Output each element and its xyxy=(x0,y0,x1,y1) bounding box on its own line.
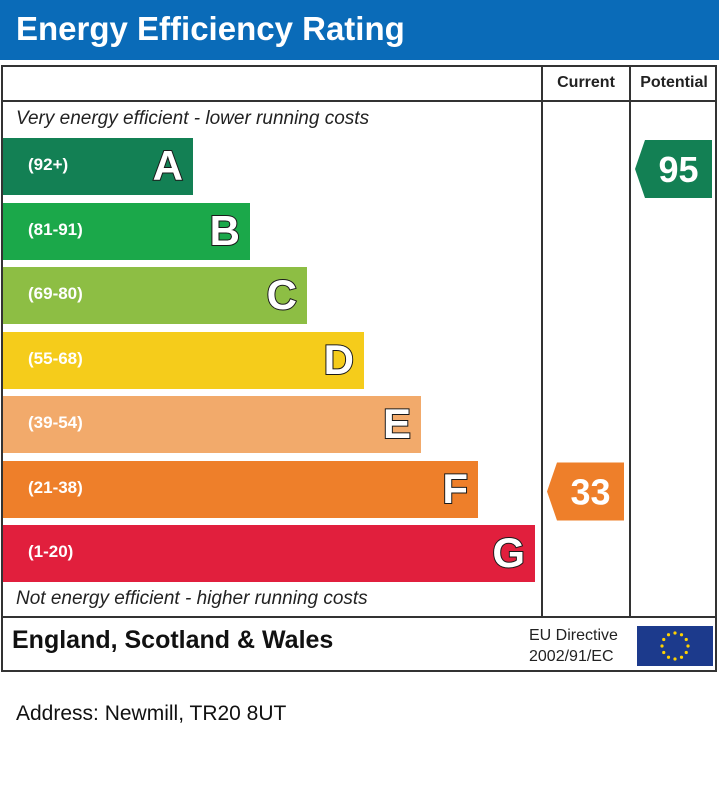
eu-flag-icon xyxy=(637,626,713,666)
band-letter: A xyxy=(152,141,184,190)
band-range-label: (1-20) xyxy=(28,542,74,561)
band-d: (55-68) D xyxy=(3,331,364,389)
band-range-label: (81-91) xyxy=(28,219,83,239)
bottom-note: Not energy efficient - higher running co… xyxy=(16,588,368,609)
band-range-label: (39-54) xyxy=(28,413,83,432)
band-letter: D xyxy=(323,335,355,384)
potential-column-divider xyxy=(629,65,631,618)
band-letter: E xyxy=(382,399,412,448)
band-letter: C xyxy=(266,270,298,319)
band-b: (81-91) B xyxy=(3,202,250,260)
band-range-label: (69-80) xyxy=(28,284,83,303)
chart-title: Energy Efficiency Rating xyxy=(16,10,405,47)
title-bar: Energy Efficiency Rating xyxy=(0,0,719,60)
header-row-divider xyxy=(1,100,717,102)
band-a: (92+) A xyxy=(3,138,193,195)
band-letter: B xyxy=(209,206,241,255)
band-f: (21-38) F xyxy=(3,460,478,518)
current-column-header: Current xyxy=(557,74,615,91)
band-range-label: (21-38) xyxy=(28,477,83,497)
band-range-label: (92+) xyxy=(28,155,69,174)
band-letter: F xyxy=(441,464,469,513)
potential-column-header: Potential xyxy=(640,74,708,91)
footer-row-divider xyxy=(1,616,717,618)
chart-frame xyxy=(1,65,717,672)
region-label: England, Scotland & Wales xyxy=(12,626,334,654)
band-c: (69-80) C xyxy=(3,267,307,324)
eu-directive-label: EU Directive xyxy=(529,627,618,644)
band-letter: G xyxy=(491,528,526,577)
top-note: Very energy efficient - lower running co… xyxy=(16,108,370,129)
band-range-label: (55-68) xyxy=(28,348,83,368)
current-column-divider xyxy=(541,65,543,618)
eu-directive-number: 2002/91/EC xyxy=(529,648,614,665)
band-g: (1-20) G xyxy=(3,525,535,582)
band-e: (39-54) E xyxy=(3,396,421,453)
property-address: Address: Newmill, TR20 8UT xyxy=(16,702,287,725)
